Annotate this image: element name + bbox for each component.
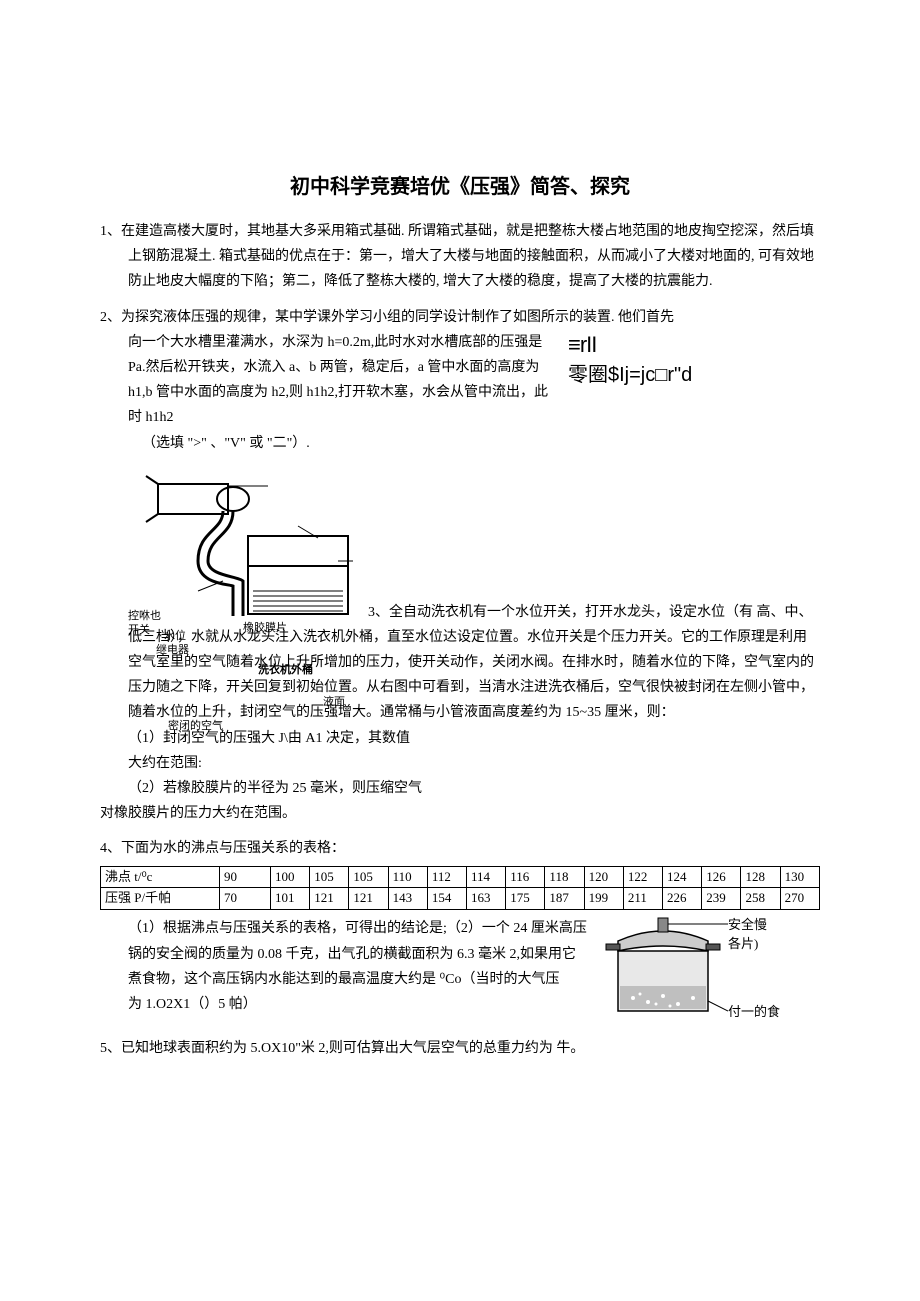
- cell: 199: [584, 888, 623, 910]
- cell: 126: [702, 866, 741, 888]
- q4-p2: 为 1.O2X1（）5 帕）: [128, 992, 588, 1017]
- diagram-label-liquid: 液面: [323, 693, 345, 713]
- cell: 70: [220, 888, 271, 910]
- question-4: 4、下面为水的沸点与压强关系的表格： 沸点 t/⁰c 90 100 105 10…: [100, 836, 820, 1026]
- pressure-cooker-diagram: 安全慢 各片) 付一的食: [588, 916, 820, 1026]
- cell: 105: [310, 866, 349, 888]
- table-row: 沸点 t/⁰c 90 100 105 105 110 112 114 116 1…: [101, 866, 820, 888]
- pot-label-3: 付一的食: [728, 1003, 780, 1021]
- cell: 120: [584, 866, 623, 888]
- q4-p1: （1）根据沸点与压强关系的表格，可得出的结论是;（2）一个 24 厘米高压锅的安…: [128, 916, 588, 992]
- washing-machine-diagram: 控咻也 开关 水位 继电器 橡胶膜片 洗衣机外桶 液面 密闭的空气: [128, 466, 358, 625]
- diagram-label-membrane: 橡胶膜片: [243, 619, 287, 639]
- cell: 154: [427, 888, 466, 910]
- question-2: 2、为探究液体压强的规律，某中学课外学习小组的同学设计制作了如图所示的装置. 他…: [100, 305, 820, 456]
- cell: 112: [427, 866, 466, 888]
- question-5: 5、已知地球表面积约为 5.OX10"米 2,则可估算出大气层空气的总重力约为 …: [100, 1036, 820, 1061]
- diagram-label-switch: 开关: [128, 621, 150, 641]
- cell: 121: [349, 888, 388, 910]
- cell: 270: [780, 888, 819, 910]
- cell: 124: [663, 866, 702, 888]
- cell: 118: [545, 866, 584, 888]
- cell: 122: [623, 866, 662, 888]
- cell: 128: [741, 866, 780, 888]
- diagram-label-air: 密闭的空气: [168, 717, 223, 737]
- cell: 105: [349, 866, 388, 888]
- pot-label-1: 安全慢: [728, 916, 780, 934]
- cell: 163: [467, 888, 506, 910]
- q5-text: 5、已知地球表面积约为 5.OX10"米 2,则可估算出大气层空气的总重力约为 …: [100, 1036, 820, 1061]
- diagram-label-relay: 继电器: [156, 641, 189, 661]
- row1-head: 沸点 t/⁰c: [101, 866, 220, 888]
- boiling-point-table: 沸点 t/⁰c 90 100 105 105 110 112 114 116 1…: [100, 866, 820, 911]
- cell: 226: [663, 888, 702, 910]
- q3-p4: 对橡胶膜片的压力大约在范围。: [100, 801, 820, 826]
- table-row: 压强 P/千帕 70 101 121 121 143 154 163 175 1…: [101, 888, 820, 910]
- q2-lead: 为探究液体压强的规律，某中学课外学习小组的同学设计制作了如图所示的装置. 他们首…: [121, 310, 674, 325]
- cell: 130: [780, 866, 819, 888]
- cell: 100: [271, 866, 310, 888]
- q3-p2: 大约在范围:: [128, 751, 820, 776]
- cell: 114: [467, 866, 506, 888]
- q1-text: 在建造高楼大厦时，其地基大多采用箱式基础. 所谓箱式基础，就是把整栋大楼占地范围…: [121, 224, 814, 289]
- cell: 110: [388, 866, 427, 888]
- question-1: 1、在建造高楼大厦时，其地基大多采用箱式基础. 所谓箱式基础，就是把整栋大楼占地…: [100, 219, 820, 295]
- cell: 90: [220, 866, 271, 888]
- pot-label-2: 各片): [728, 935, 780, 953]
- cell: 143: [388, 888, 427, 910]
- cell: 211: [623, 888, 662, 910]
- q1-num: 1、: [100, 224, 121, 239]
- question-3: 控咻也 开关 水位 继电器 橡胶膜片 洗衣机外桶 液面 密闭的空气 3、全自动洗…: [100, 466, 820, 827]
- diagram-label-tub: 洗衣机外桶: [258, 661, 313, 681]
- cell: 116: [506, 866, 545, 888]
- q3-p1: （1）封闭空气的压强大 J\由 A1 决定，其数值: [128, 726, 820, 751]
- cell: 187: [545, 888, 584, 910]
- q4-lead: 4、下面为水的沸点与压强关系的表格：: [100, 836, 820, 861]
- cell: 101: [271, 888, 310, 910]
- cell: 258: [741, 888, 780, 910]
- q2-body2: （选填 ">" 、"V" 或 "二"）.: [128, 431, 548, 456]
- row2-head: 压强 P/千帕: [101, 888, 220, 910]
- q3-lead: 3、全自动洗衣机有一个水位开关，打开水龙头，设定水位（有: [368, 605, 753, 620]
- cell: 239: [702, 888, 741, 910]
- cell: 121: [310, 888, 349, 910]
- q2-num: 2、: [100, 310, 121, 325]
- q2-side-line2: 零圈$Ij=jc□r"d: [568, 361, 820, 389]
- q2-body1: 向一个大水槽里灌满水，水深为 h=0.2m,此时水对水槽底部的压强是 Pa.然后…: [128, 330, 548, 431]
- q3-p3: （2）若橡胶膜片的半径为 25 毫米，则压缩空气: [128, 776, 820, 801]
- q2-side-glyphs: ≡rII 零圈$Ij=jc□r"d: [548, 330, 820, 389]
- page-title: 初中科学竞赛培优《压强》简答、探究: [100, 170, 820, 199]
- q2-side-line1: ≡rII: [568, 330, 820, 361]
- cell: 175: [506, 888, 545, 910]
